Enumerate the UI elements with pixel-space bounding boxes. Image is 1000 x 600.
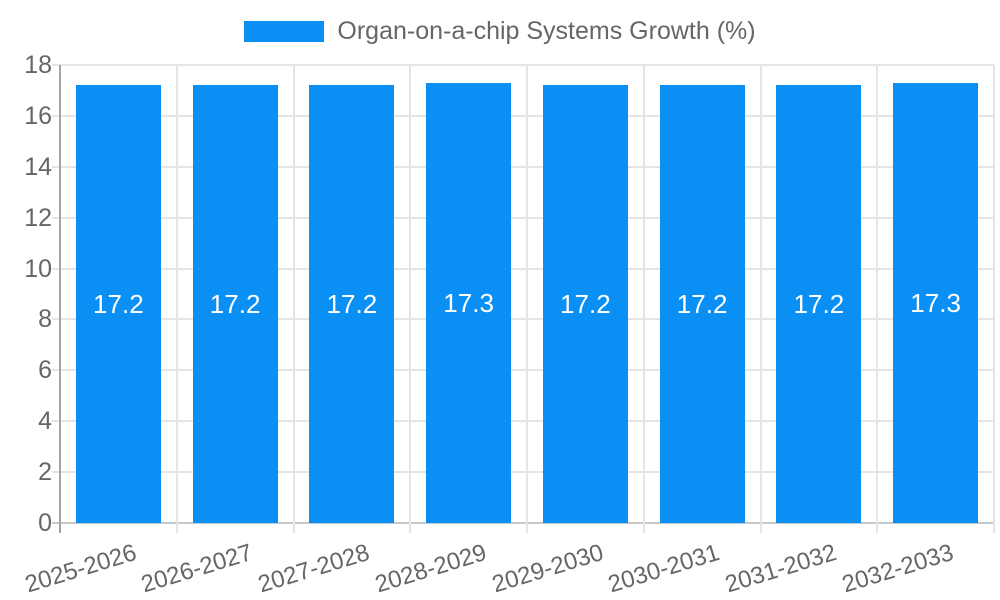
bar[interactable]: 17.3 [426, 82, 512, 523]
y-tick-label: 8 [38, 305, 52, 334]
y-gridline [52, 114, 994, 117]
y-axis-line [59, 65, 61, 533]
bar[interactable]: 17.2 [776, 85, 862, 523]
bar[interactable]: 17.2 [659, 85, 745, 523]
x-tick-label: 2026-2027 [138, 539, 257, 599]
bar[interactable]: 17.2 [542, 85, 628, 523]
y-tick-label: 12 [24, 203, 52, 232]
y-gridline [52, 165, 994, 168]
y-gridline [52, 216, 994, 219]
x-gridline [642, 65, 645, 533]
y-tick-label: 0 [38, 509, 52, 537]
y-gridline [52, 318, 994, 321]
y-tick-label: 2 [38, 458, 52, 487]
x-gridline [526, 65, 528, 533]
x-gridline [876, 65, 879, 533]
legend-swatch [244, 20, 325, 42]
bar-value-label: 17.2 [326, 289, 378, 320]
bar-value-label: 17.2 [209, 289, 261, 320]
y-tick-label: 10 [24, 254, 52, 283]
x-tick-label: 2027-2028 [255, 539, 373, 599]
y-gridline [52, 369, 994, 372]
y-tick-label: 18 [24, 51, 52, 79]
y-tick-label: 4 [38, 407, 52, 436]
x-tick-label: 2031-2032 [722, 539, 840, 599]
y-tick-label: 6 [38, 356, 52, 385]
y-tick-label: 16 [24, 101, 52, 130]
bar-value-label: 17.2 [676, 289, 728, 320]
y-gridline [52, 64, 994, 66]
bar-value-label: 17.2 [93, 289, 144, 320]
x-axis-baseline [52, 522, 994, 524]
x-tick-label: 2025-2026 [21, 539, 140, 599]
legend-item[interactable]: Organ-on-a-chip Systems Growth (%) [0, 17, 1000, 45]
bar-value-label: 17.3 [910, 287, 961, 318]
bar[interactable]: 17.2 [192, 85, 278, 523]
x-gridline [993, 65, 995, 533]
x-tick-label: 2028-2029 [371, 539, 490, 599]
y-gridline [52, 267, 994, 270]
x-tick-label: 2032-2033 [838, 539, 957, 599]
x-tick-label: 2029-2030 [488, 539, 607, 599]
x-gridline [759, 65, 762, 533]
bar-value-label: 17.3 [443, 287, 494, 318]
legend-label: Organ-on-a-chip Systems Growth (%) [337, 17, 756, 45]
y-gridline [52, 420, 994, 423]
x-tick-label: 2030-2031 [605, 539, 724, 599]
bar[interactable]: 17.2 [75, 85, 161, 523]
y-gridline [52, 471, 994, 474]
x-gridline [409, 65, 412, 533]
y-tick-label: 14 [24, 152, 52, 181]
x-gridline [292, 65, 295, 533]
x-gridline [175, 65, 178, 533]
bar[interactable]: 17.3 [893, 82, 979, 523]
bar[interactable]: 17.2 [309, 85, 395, 523]
bar-value-label: 17.2 [793, 289, 845, 320]
bar-value-label: 17.2 [560, 289, 611, 320]
